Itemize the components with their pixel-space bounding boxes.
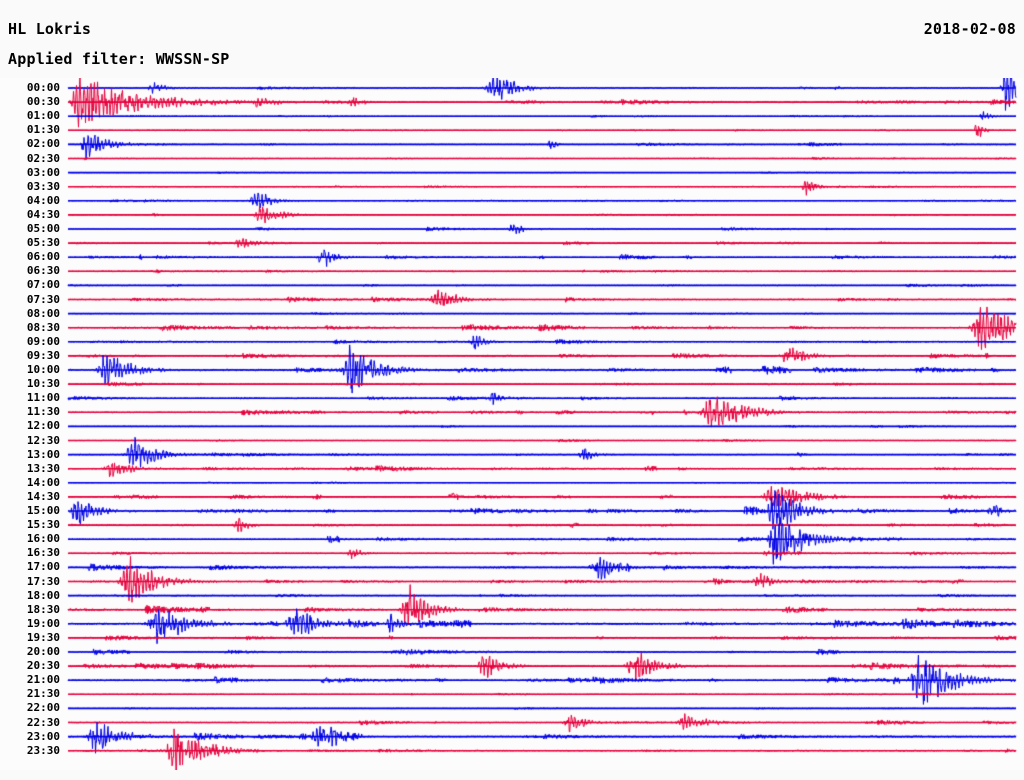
time-tick-label: 23:00 xyxy=(26,729,60,743)
time-tick-label: 12:30 xyxy=(26,433,60,447)
time-tick-label: 22:30 xyxy=(26,715,60,729)
time-tick-label: 06:30 xyxy=(26,264,60,278)
time-tick-label: 08:30 xyxy=(26,320,60,334)
time-tick-label: 00:30 xyxy=(26,95,60,109)
time-tick-label: 18:00 xyxy=(26,588,60,602)
record-date: 2018-02-08 xyxy=(923,20,1016,38)
time-tick-label: 15:30 xyxy=(26,518,60,532)
time-tick-label: 16:30 xyxy=(26,546,60,560)
time-tick-label: 14:00 xyxy=(26,475,60,489)
time-tick-label: 18:30 xyxy=(26,602,60,616)
time-tick-label: 07:00 xyxy=(26,278,60,292)
time-tick-label: 16:00 xyxy=(26,532,60,546)
time-tick-label: 17:30 xyxy=(26,574,60,588)
time-tick-label: 02:30 xyxy=(26,151,60,165)
time-tick-label: 19:30 xyxy=(26,630,60,644)
time-tick-label: 00:00 xyxy=(26,81,60,94)
time-tick-label: 20:30 xyxy=(26,659,60,673)
time-tick-label: 20:00 xyxy=(26,645,60,658)
time-tick-label: 08:00 xyxy=(26,306,60,320)
time-tick-label: 02:00 xyxy=(26,137,60,151)
time-tick-label: 04:30 xyxy=(26,207,60,221)
time-tick-label: 15:00 xyxy=(26,504,60,517)
time-tick-label: 13:00 xyxy=(26,447,60,461)
time-tick-label: 01:00 xyxy=(26,109,60,123)
time-tick-label: 05:00 xyxy=(26,222,60,235)
time-tick-label: 11:30 xyxy=(26,405,60,419)
time-tick-label: 03:30 xyxy=(26,179,60,193)
applied-filter-label: Applied filter: WWSSN-SP xyxy=(8,50,230,68)
station-title: HL Lokris xyxy=(8,20,92,38)
time-tick-label: 19:00 xyxy=(26,616,60,630)
time-tick-label: 11:00 xyxy=(26,391,60,405)
time-tick-label: 13:30 xyxy=(26,461,60,475)
time-tick-label: 06:00 xyxy=(26,250,60,264)
time-tick-label: 21:00 xyxy=(26,673,60,687)
seismogram-plot-area[interactable] xyxy=(0,78,1024,770)
time-tick-label: 05:30 xyxy=(26,236,60,250)
time-tick-label: 17:00 xyxy=(26,560,60,574)
seismogram-traces xyxy=(0,78,1024,770)
time-tick-label: 12:00 xyxy=(26,419,60,433)
time-tick-label: 14:30 xyxy=(26,489,60,503)
time-tick-label: 21:30 xyxy=(26,687,60,701)
time-tick-label: 07:30 xyxy=(26,292,60,306)
time-tick-label: 09:00 xyxy=(26,334,60,348)
time-tick-label: 03:00 xyxy=(26,165,60,179)
time-tick-label: 09:30 xyxy=(26,348,60,362)
time-tick-label: 22:00 xyxy=(26,701,60,715)
time-tick-label: 04:00 xyxy=(26,193,60,207)
time-tick-label: 23:30 xyxy=(26,743,60,757)
time-tick-label: 10:00 xyxy=(26,363,60,376)
time-tick-label: 01:30 xyxy=(26,123,60,137)
time-tick-label: 10:30 xyxy=(26,377,60,391)
